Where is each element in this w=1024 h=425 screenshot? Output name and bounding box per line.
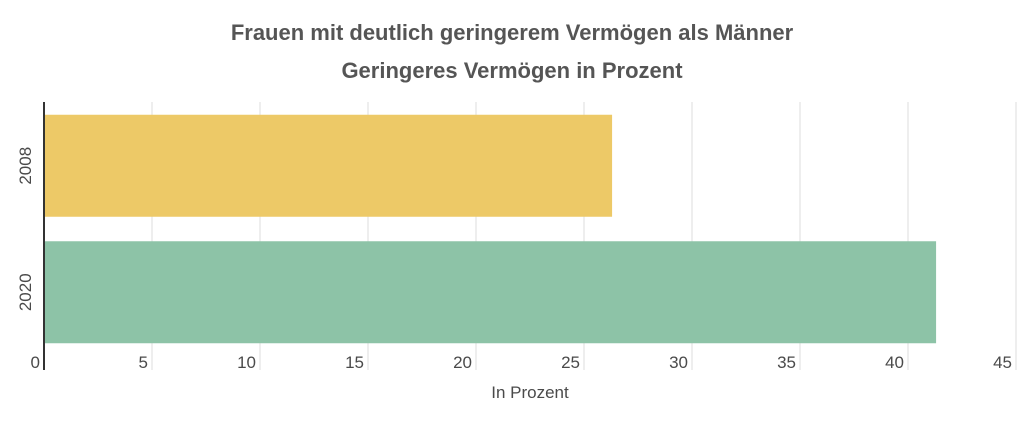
bar-2020 bbox=[44, 241, 937, 344]
x-tick-label: 20 bbox=[453, 353, 472, 372]
x-tick-label: 35 bbox=[777, 353, 796, 372]
x-tick-label: 40 bbox=[885, 353, 904, 372]
x-tick-label: 45 bbox=[993, 353, 1012, 372]
chart-title: Frauen mit deutlich geringerem Vermögen … bbox=[230, 20, 794, 45]
category-label-2020: 2020 bbox=[16, 273, 35, 311]
x-tick-label: 30 bbox=[669, 353, 688, 372]
x-tick-label: 0 bbox=[31, 353, 40, 372]
x-tick-label: 15 bbox=[345, 353, 364, 372]
x-tick-label: 25 bbox=[561, 353, 580, 372]
chart-subtitle: Geringeres Vermögen in Prozent bbox=[341, 58, 683, 83]
bar-2008 bbox=[44, 114, 613, 217]
x-tick-label: 10 bbox=[237, 353, 256, 372]
x-tick-label: 5 bbox=[139, 353, 148, 372]
category-label-2008: 2008 bbox=[16, 147, 35, 185]
x-axis-label: In Prozent bbox=[491, 383, 569, 402]
